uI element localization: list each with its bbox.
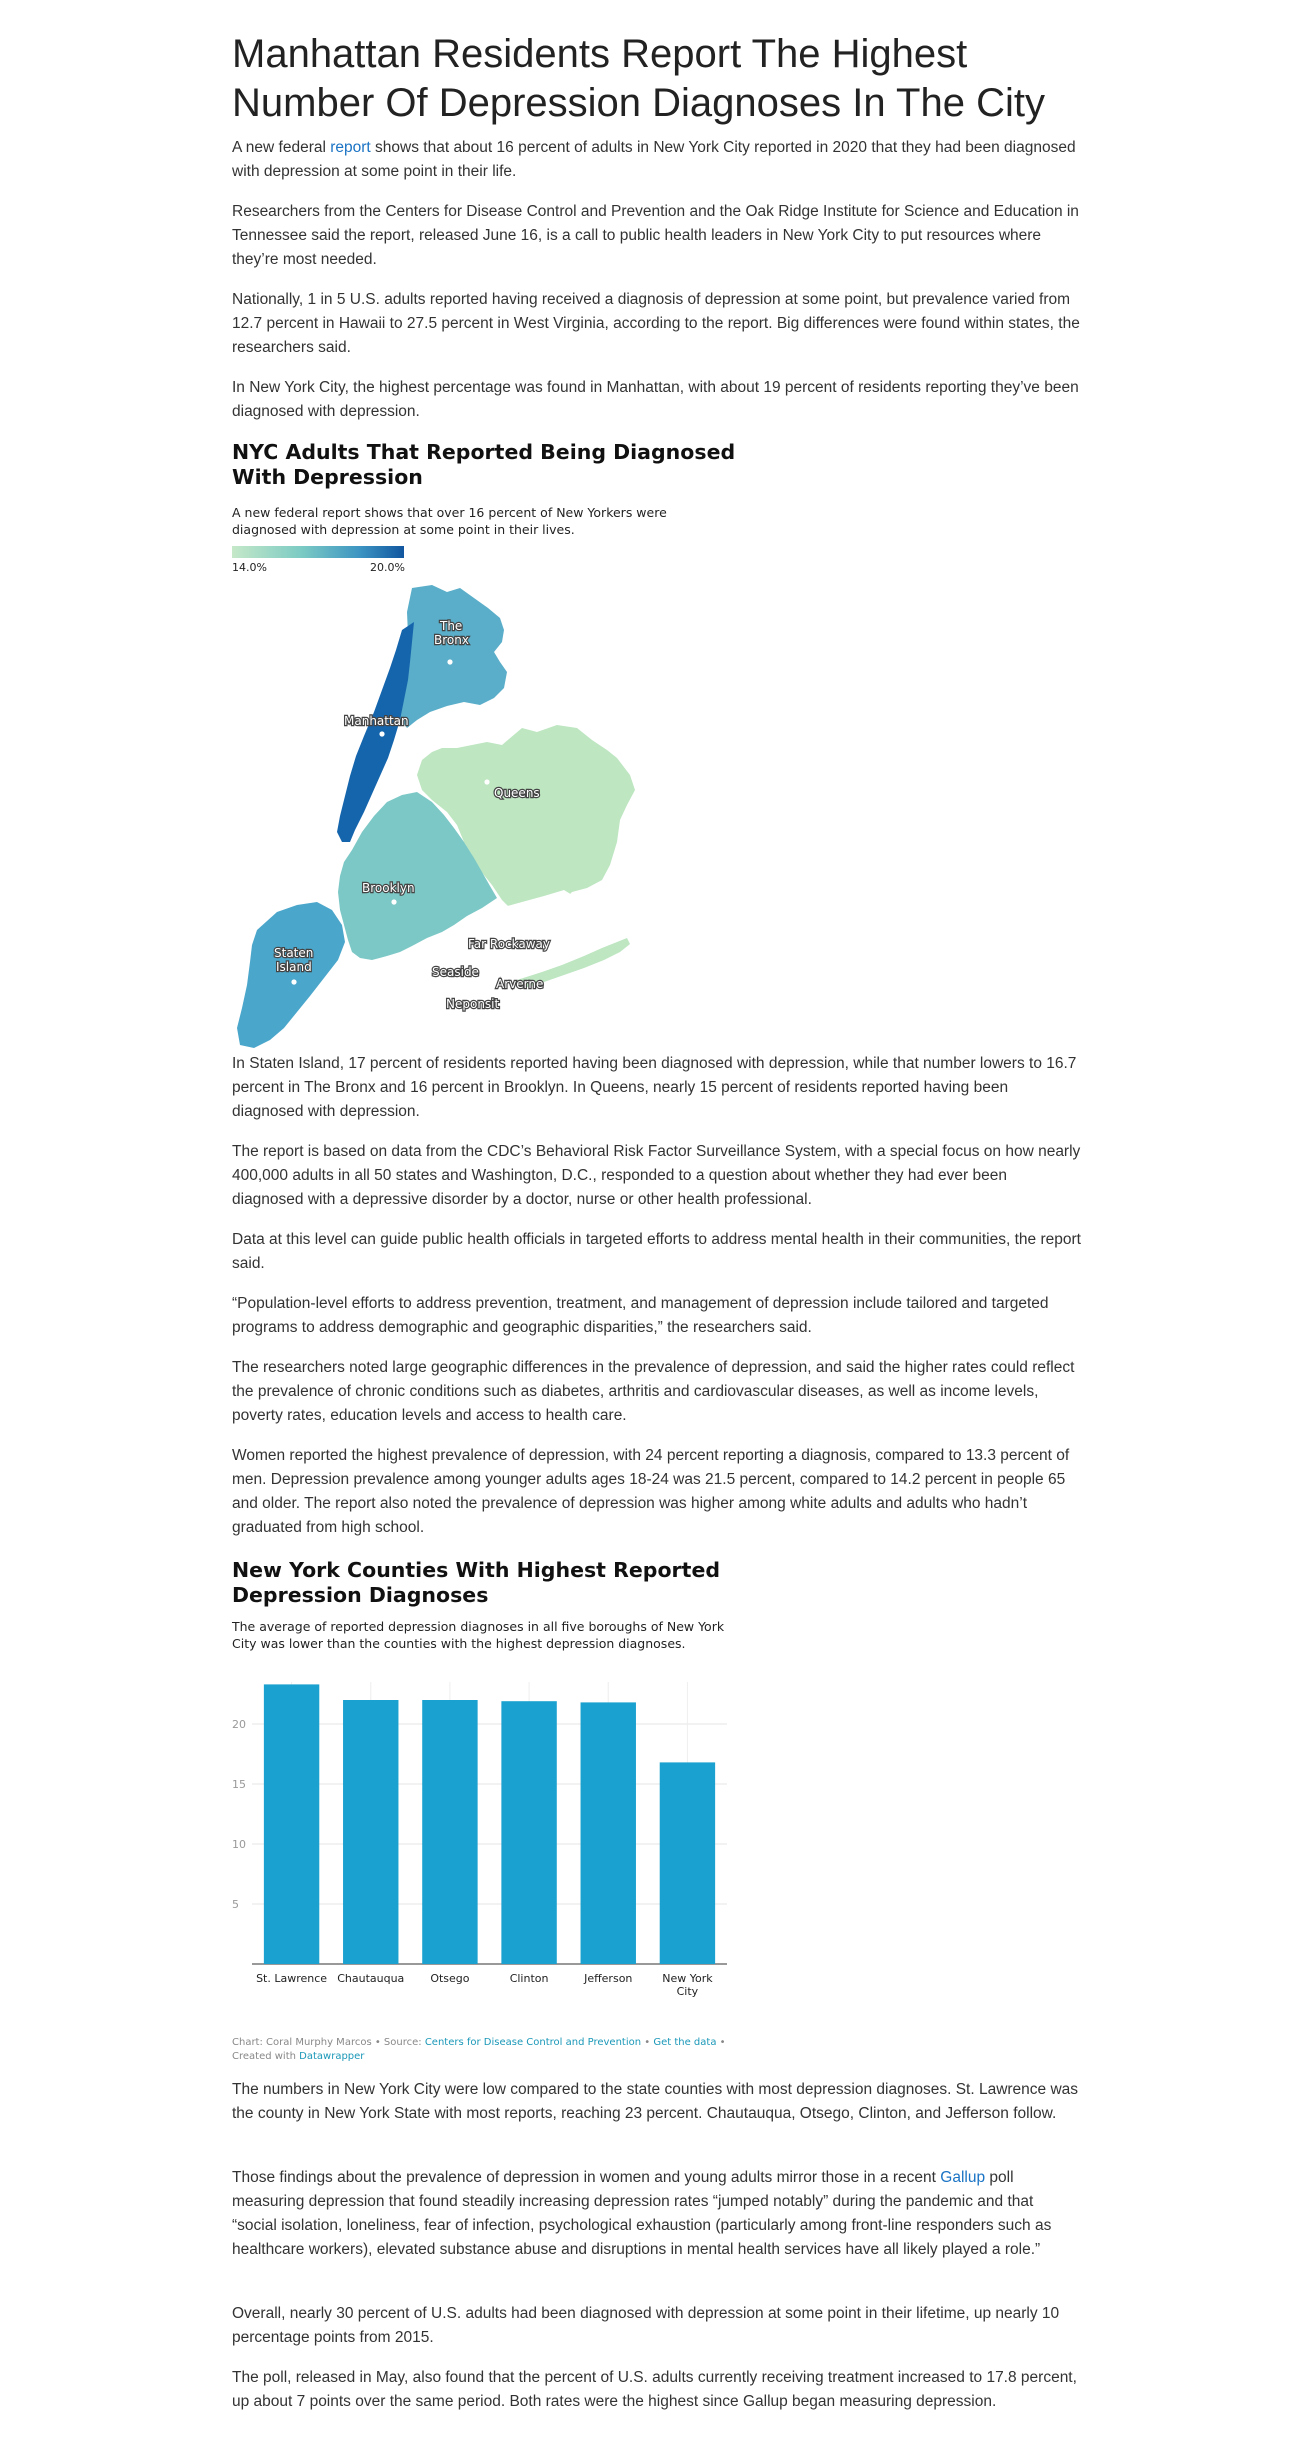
neponsit-point — [440, 992, 444, 996]
bar-chart-title: New York Counties With Highest Reported … — [232, 1558, 752, 1608]
report-link[interactable]: report — [330, 139, 371, 156]
borough-bronx[interactable] — [400, 585, 507, 728]
queens-point — [484, 779, 489, 784]
paragraph-8-text: “Population-level efforts to address pre… — [232, 1292, 1082, 1340]
far-rockaway-point — [475, 954, 479, 958]
map-title: NYC Adults That Reported Being Diagnosed… — [232, 440, 752, 490]
manhattan-label: Manhattan — [344, 714, 409, 728]
paragraph-9-text: The researchers noted large geographic d… — [232, 1356, 1082, 1428]
county-bar-chart: 5 10 15 20 St. Lawrence Chautauqua Otsego Clint… — [232, 1672, 752, 2022]
x-tick-label: New York — [662, 1972, 713, 1985]
brooklyn-label: Brooklyn — [362, 881, 415, 895]
arverne-point — [492, 970, 496, 974]
paragraph-11-text: The numbers in New York City were low co… — [232, 2078, 1082, 2126]
bar-chart-description: The average of reported depression diagn… — [232, 1618, 732, 1652]
paragraph-7: Data at this level can guide public heal… — [232, 1228, 1082, 1276]
x-tick-label: City — [677, 1985, 699, 1998]
paragraph-10-text: Women reported the highest prevalence of… — [232, 1444, 1082, 1540]
paragraph-13: Overall, nearly 30 percent of U.S. adult… — [232, 2302, 1082, 2350]
y-tick-label: 5 — [232, 1898, 239, 1911]
map-legend-gradient — [232, 546, 404, 558]
far-rockaway-label: Far Rockaway — [468, 937, 550, 951]
paragraph-1: A new federal report shows that about 16… — [232, 136, 1082, 184]
chart-credit: Chart: Coral Murphy Marcos • Source: Cen… — [232, 2036, 752, 2064]
manhattan-point — [379, 731, 384, 736]
bar-chart-header: New York Counties With Highest Reported … — [232, 1558, 752, 1652]
paragraph-6: The report is based on data from the CDC… — [232, 1140, 1082, 1212]
map-description: A new federal report shows that over 16 … — [232, 504, 732, 538]
x-tick-label: St. Lawrence — [256, 1972, 327, 1985]
borough-staten-island[interactable] — [237, 902, 345, 1048]
x-tick-label: Jefferson — [583, 1972, 632, 1985]
paragraph-7-text: Data at this level can guide public heal… — [232, 1228, 1082, 1276]
credit-prefix: Chart: Coral Murphy Marcos • Source: — [232, 2037, 425, 2048]
get-the-data-link[interactable]: Get the data — [653, 2037, 716, 2048]
bar-st-lawrence[interactable] — [264, 1684, 319, 1964]
paragraph-5: In Staten Island, 17 percent of resident… — [232, 1052, 1082, 1124]
map-legend-max: 20.0% — [370, 561, 405, 574]
bar-chart-grid — [252, 1682, 727, 1964]
y-tick-label: 15 — [232, 1778, 246, 1791]
paragraph-12: Those findings about the prevalence of d… — [232, 2166, 1082, 2262]
paragraph-12-lead: Those findings about the prevalence of d… — [232, 2169, 940, 2186]
paragraph-4-text: In New York City, the highest percentage… — [232, 376, 1082, 424]
bar-new-york-city[interactable] — [660, 1762, 715, 1964]
seaside-label: Seaside — [432, 965, 479, 979]
credit-separator: • — [641, 2037, 653, 2048]
bar-clinton[interactable] — [501, 1701, 556, 1964]
bar-otsego[interactable] — [422, 1700, 477, 1964]
paragraph-4: In New York City, the highest percentage… — [232, 376, 1082, 424]
paragraph-3-text: Nationally, 1 in 5 U.S. adults reported … — [232, 288, 1082, 360]
x-tick-label: Otsego — [430, 1972, 469, 1985]
credit-source-link[interactable]: Centers for Disease Control and Preventi… — [425, 2037, 641, 2048]
paragraph-11: The numbers in New York City were low co… — [232, 2078, 1082, 2126]
paragraph-9: The researchers noted large geographic d… — [232, 1356, 1082, 1428]
map-legend-min: 14.0% — [232, 561, 267, 574]
bronx-label-line1: The — [439, 619, 462, 633]
bronx-point — [447, 659, 452, 664]
paragraph-14-text: The poll, released in May, also found th… — [232, 2366, 1082, 2414]
paragraph-2: Researchers from the Centers for Disease… — [232, 200, 1082, 272]
neponsit-label: Neponsit — [446, 997, 500, 1011]
paragraph-13-text: Overall, nearly 30 percent of U.S. adult… — [232, 2302, 1082, 2350]
bar-chart-bars — [264, 1684, 715, 1964]
staten-island-label-line2: Island — [276, 960, 312, 974]
article-header: Manhattan Residents Report The Highest N… — [232, 30, 1082, 128]
datawrapper-link[interactable]: Datawrapper — [299, 2051, 364, 2062]
y-tick-label: 10 — [232, 1838, 246, 1851]
queens-label: Queens — [494, 786, 540, 800]
paragraph-1-text: A new federal report shows that about 16… — [232, 136, 1082, 184]
x-tick-label: Chautauqua — [337, 1972, 404, 1985]
paragraph-2-text: Researchers from the Centers for Disease… — [232, 200, 1082, 272]
y-tick-label: 20 — [232, 1718, 246, 1731]
x-tick-label: Clinton — [510, 1972, 549, 1985]
paragraph-1-lead: A new federal — [232, 139, 330, 156]
paragraph-5-text: In Staten Island, 17 percent of resident… — [232, 1052, 1082, 1124]
article-title: Manhattan Residents Report The Highest N… — [232, 30, 1082, 128]
brooklyn-point — [391, 899, 396, 904]
gallup-link[interactable]: Gallup — [940, 2169, 985, 2186]
seaside-point — [452, 980, 456, 984]
nyc-borough-map: The Bronx Manhattan Queens Brooklyn Stat… — [232, 580, 752, 1050]
bronx-label-line2: Bronx — [434, 633, 469, 647]
paragraph-14: The poll, released in May, also found th… — [232, 2366, 1082, 2414]
paragraph-3: Nationally, 1 in 5 U.S. adults reported … — [232, 288, 1082, 360]
paragraph-10: Women reported the highest prevalence of… — [232, 1444, 1082, 1540]
staten-island-point — [291, 979, 296, 984]
paragraph-6-text: The report is based on data from the CDC… — [232, 1140, 1082, 1212]
paragraph-8: “Population-level efforts to address pre… — [232, 1292, 1082, 1340]
bar-jefferson[interactable] — [581, 1702, 636, 1964]
arverne-label: Arverne — [496, 977, 543, 991]
bar-chautauqua[interactable] — [343, 1700, 398, 1964]
map-chart-header: NYC Adults That Reported Being Diagnosed… — [232, 440, 752, 538]
staten-island-label-line1: Staten — [274, 946, 313, 960]
paragraph-12-text: Those findings about the prevalence of d… — [232, 2166, 1082, 2262]
